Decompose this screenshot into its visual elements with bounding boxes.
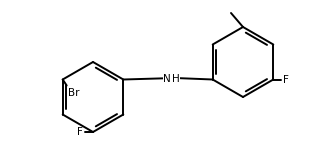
Text: Br: Br — [68, 87, 79, 98]
Text: F: F — [283, 74, 289, 85]
Text: H: H — [172, 74, 180, 84]
Text: N: N — [163, 74, 171, 84]
Text: F: F — [77, 127, 83, 137]
